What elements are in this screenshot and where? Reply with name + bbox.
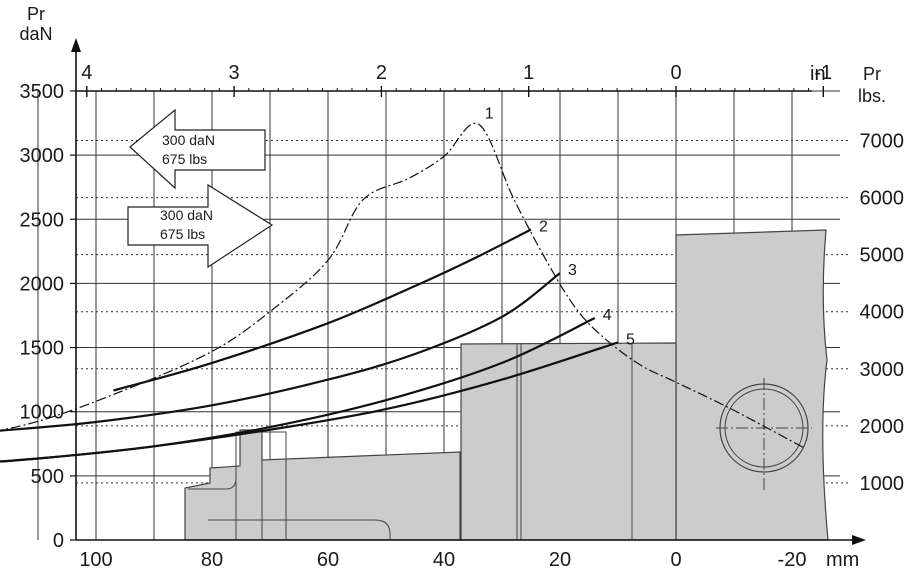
- x-tick-label: 20: [549, 549, 571, 569]
- y-right-tick-label: 3000: [860, 359, 905, 381]
- x-tick-label: 40: [433, 549, 455, 569]
- series-line-2: [113, 228, 532, 392]
- y-tick-label: 3000: [20, 145, 65, 167]
- x-axis-arrow: [852, 535, 866, 545]
- y-right-label-line2: lbs.: [858, 86, 886, 106]
- mechanical-silhouette: [184, 229, 829, 541]
- arrow-right-line1: 300 daN: [160, 207, 213, 223]
- y-tick-label: 1000: [20, 402, 65, 424]
- y-right-label-line1: Pr: [863, 64, 881, 84]
- series-line-3: [0, 272, 561, 432]
- x-tick-label: -20: [778, 549, 807, 569]
- top-tick-label: -1: [814, 62, 832, 84]
- y-axis-label-line1: Pr: [27, 4, 45, 24]
- y-tick-label: 2500: [20, 209, 65, 231]
- top-axis-unit: in: [810, 63, 826, 85]
- arrow-left: [129, 108, 266, 190]
- block-right: [675, 229, 829, 541]
- y-right-tick-label: 2000: [860, 416, 905, 438]
- top-tick-label: 2: [376, 62, 387, 84]
- block-middle: [460, 342, 677, 541]
- block-left: [184, 429, 461, 541]
- y-axis-arrow: [71, 38, 81, 52]
- arrow-right-line2: 675 lbs: [160, 226, 205, 242]
- series-line-5: [0, 341, 619, 463]
- y-tick-label: 500: [31, 466, 64, 488]
- top-tick-label: 1: [523, 62, 534, 84]
- curves-layer: 2 3 45 1: [0, 105, 804, 463]
- load-arrows: 300 daN 675 lbs 300 daN 675 lbs: [127, 108, 274, 269]
- series-label-5: 5: [626, 331, 635, 348]
- x-axis-label: mm: [826, 549, 859, 569]
- envelope-label: 1: [485, 105, 494, 122]
- y-tick-label: 3500: [20, 81, 65, 103]
- y-right-tick-label: 4000: [860, 302, 905, 324]
- top-tick-label: 0: [670, 62, 681, 84]
- series-label-4: 4: [603, 307, 612, 324]
- y-right-tick-label: 7000: [860, 131, 905, 153]
- x-tick-label: 0: [670, 549, 681, 569]
- arrow-left-line1: 300 daN: [162, 132, 215, 148]
- y-tick-label: 1500: [20, 338, 65, 360]
- y-tick-label: 2000: [20, 273, 65, 295]
- y-right-tick-label: 1000: [860, 473, 905, 495]
- series-label-2: 2: [539, 219, 548, 236]
- x-tick-label: 80: [201, 549, 223, 569]
- arrow-left-line2: 675 lbs: [162, 151, 207, 167]
- y-right-tick-label: 5000: [860, 245, 905, 267]
- y-right-tick-label: 6000: [860, 188, 905, 210]
- x-tick-label: 100: [79, 549, 112, 569]
- top-tick-label: 3: [229, 62, 240, 84]
- x-tick-label: 60: [317, 549, 339, 569]
- envelope-line: [0, 122, 804, 449]
- axes-layer: 0500100015002000250030003500100020003000…: [19, 4, 905, 569]
- arrow-right: [127, 183, 274, 269]
- y-tick-label: 0: [53, 530, 64, 552]
- top-tick-label: 4: [81, 62, 92, 84]
- y-axis-label-line2: daN: [19, 24, 52, 44]
- series-label-3: 3: [568, 262, 577, 279]
